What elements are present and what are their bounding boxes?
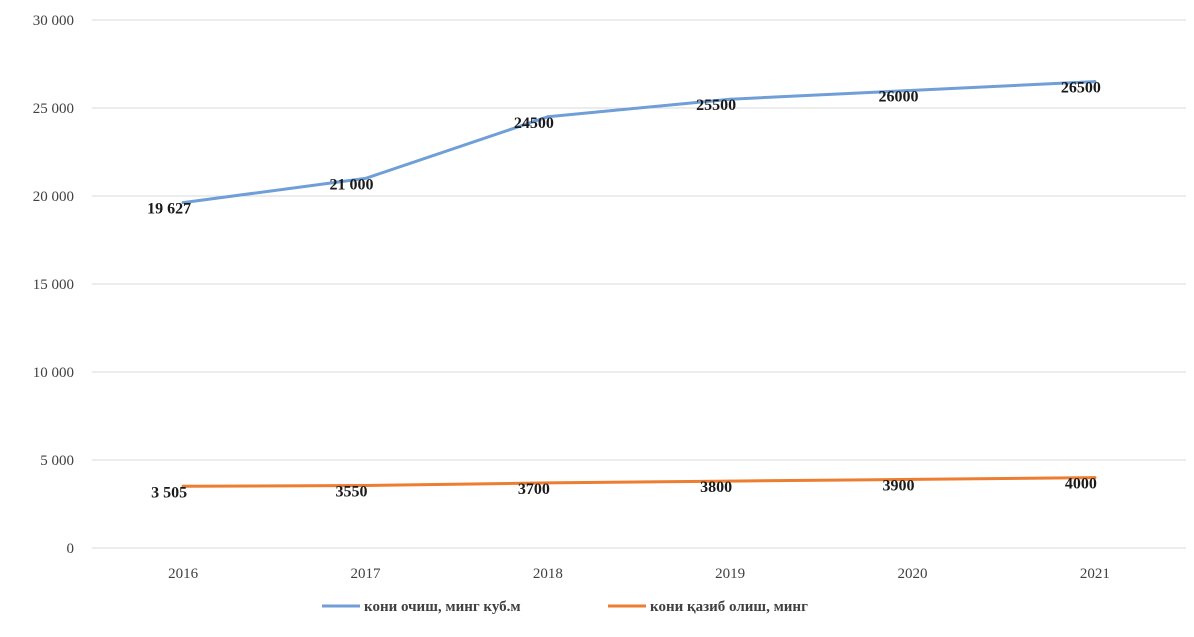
data-label: 4000 (1065, 476, 1097, 493)
data-point (546, 481, 550, 485)
data-point (1093, 80, 1097, 84)
x-axis-ticks: 2016 2017 2018 2019 2020 2021 (168, 566, 1110, 582)
data-label: 3550 (336, 484, 368, 501)
data-label: 26500 (1061, 80, 1101, 97)
data-label: 3 505 (151, 484, 187, 501)
data-label: 24500 (514, 115, 554, 132)
data-point (181, 201, 185, 205)
series-line-1 (181, 476, 1097, 488)
data-point (911, 88, 914, 92)
y-tick-label: 15 000 (33, 277, 74, 293)
data-label: 21 000 (330, 176, 374, 193)
data-point (181, 484, 185, 488)
data-label: 25500 (696, 97, 736, 114)
data-point (911, 477, 914, 481)
legend: кони очиш, минг куб.м кони қазиб олиш, ми… (322, 599, 808, 615)
data-label: 3900 (883, 477, 915, 494)
data-point (546, 115, 550, 119)
data-label: 3800 (700, 479, 732, 496)
y-axis-ticks: 0 5 000 10 000 15 000 20 000 25 000 30 000 (33, 13, 74, 557)
data-label: 19 627 (147, 201, 191, 218)
x-tick-label: 2021 (1080, 566, 1110, 582)
y-tick-label: 10 000 (33, 365, 74, 381)
y-tick-label: 30 000 (33, 13, 74, 29)
x-tick-label: 2017 (351, 566, 382, 582)
y-tick-label: 25 000 (33, 101, 74, 117)
x-tick-label: 2018 (533, 566, 563, 582)
series-line-0 (181, 80, 1097, 205)
x-tick-label: 2016 (168, 566, 199, 582)
data-point (728, 479, 732, 483)
data-point (1093, 476, 1097, 480)
data-point (364, 484, 367, 488)
x-tick-label: 2019 (715, 566, 745, 582)
legend-label-1: кони қазиб олиш, минг (650, 599, 808, 615)
data-labels: 19 627 21 000 24500 25500 26000 26500 3 505 355… (147, 80, 1101, 502)
series-lines (181, 80, 1097, 488)
data-label: 3700 (518, 481, 550, 498)
data-point (364, 176, 367, 180)
data-point (728, 97, 732, 101)
y-tick-label: 5 000 (40, 453, 74, 469)
data-label: 26000 (879, 88, 919, 105)
x-tick-label: 2020 (898, 566, 928, 582)
legend-label-0: кони очиш, минг куб.м (364, 599, 521, 615)
y-tick-label: 20 000 (33, 189, 74, 205)
y-tick-label: 0 (67, 541, 75, 557)
